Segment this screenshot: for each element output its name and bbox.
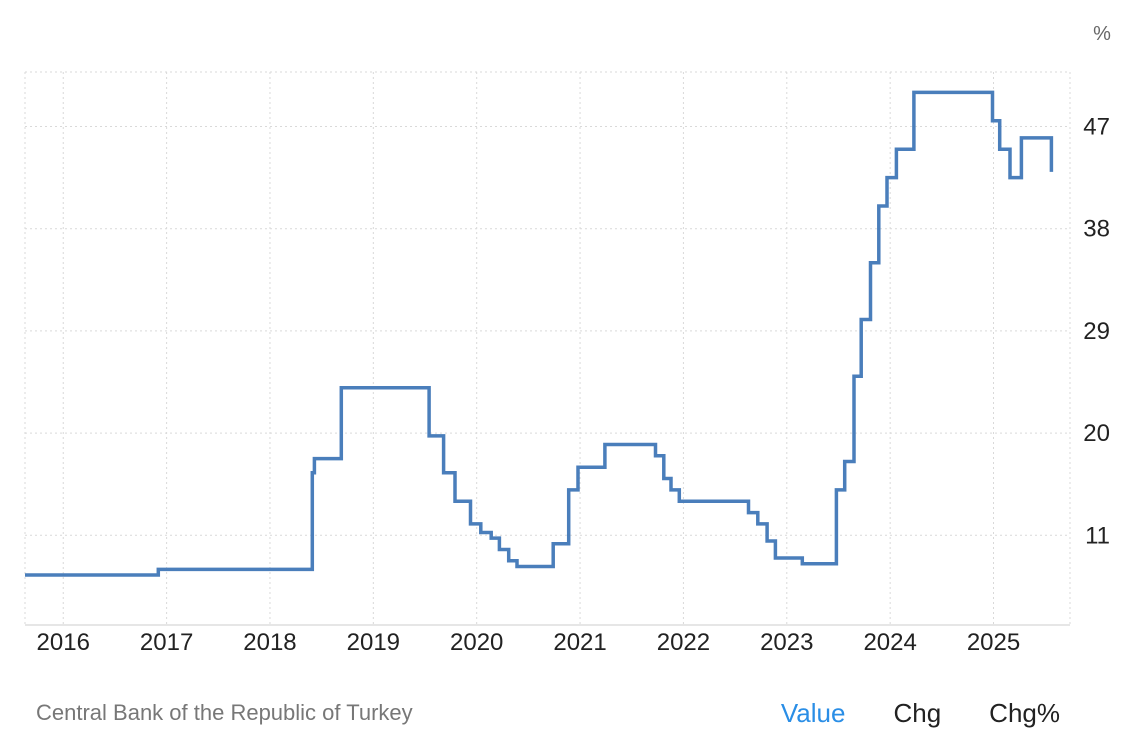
x-axis: 2016 2017 2018 2019 2020 2021 2022 2023 2024 2025 xyxy=(25,624,1070,656)
x-tick-label: 2023 xyxy=(760,629,813,656)
view-tabs: Value Chg Chg% xyxy=(781,698,1060,729)
x-tick-label: 2020 xyxy=(450,629,503,656)
x-tick-label: 2016 xyxy=(37,629,90,656)
x-tick-label: 2025 xyxy=(967,629,1020,656)
tab-chg-percent[interactable]: Chg% xyxy=(989,698,1060,728)
y-axis: 11 20 29 38 47 xyxy=(1083,114,1110,550)
x-tick-label: 2017 xyxy=(140,629,193,656)
y-tick-label: 38 xyxy=(1083,216,1110,243)
x-tick-label: 2019 xyxy=(347,629,400,656)
y-tick-label: 11 xyxy=(1085,522,1110,549)
y-unit-label: % xyxy=(1093,23,1111,45)
series-layer xyxy=(25,90,1054,577)
policy-rate-chart: % 2016 2017 2018 2019 2020 2021 2022 2023 2024 20… xyxy=(24,23,1111,656)
y-tick-label: 47 xyxy=(1083,114,1110,141)
y-tick-label: 20 xyxy=(1083,420,1110,447)
chart-footer: Central Bank of the Republic of Turkey V… xyxy=(0,690,1122,735)
x-tick-label: 2022 xyxy=(657,629,710,656)
source-label: Central Bank of the Republic of Turkey xyxy=(36,700,413,725)
x-tick-label: 2018 xyxy=(243,629,296,656)
tab-value[interactable]: Value xyxy=(780,698,846,728)
y-tick-label: 29 xyxy=(1083,318,1110,345)
tab-chg[interactable]: Chg xyxy=(893,698,942,728)
x-tick-label: 2024 xyxy=(863,629,916,656)
grid xyxy=(24,71,1071,625)
series-line xyxy=(25,90,1054,577)
x-tick-label: 2021 xyxy=(553,629,606,656)
